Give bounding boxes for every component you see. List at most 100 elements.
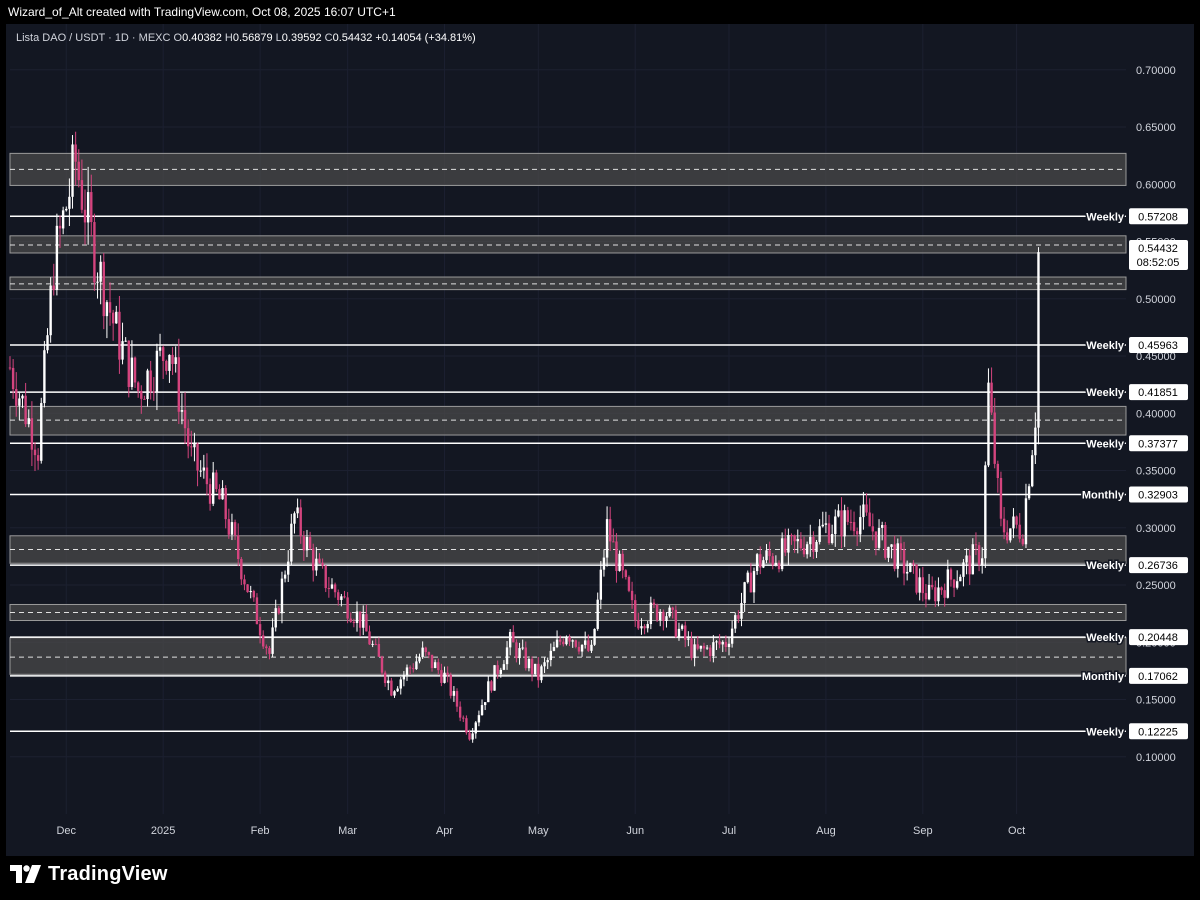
symbol-legend[interactable]: Lista DAO / USDT · 1D · MEXC O0.40382 H0… [16, 32, 476, 44]
candle-body [277, 608, 281, 614]
candle-body [327, 588, 331, 590]
candle-body [955, 581, 959, 588]
candle-body [527, 659, 531, 669]
candle-body [859, 517, 862, 535]
candle-body [755, 554, 759, 572]
candle-body [96, 281, 99, 283]
low-label: L [275, 32, 282, 44]
candle-body [702, 645, 706, 649]
candle-body [555, 639, 559, 648]
candle-body [634, 600, 637, 621]
candle-body [290, 523, 293, 562]
candle-body [668, 607, 671, 617]
close-value: 0.54432 [332, 32, 373, 44]
price-chart[interactable]: 0.700000.650000.600000.550000.500000.450… [6, 24, 1194, 856]
price-axis[interactable]: 0.700000.650000.600000.550000.500000.450… [1136, 65, 1176, 764]
level-name-label: Weekly [1086, 438, 1125, 450]
close-label: C [324, 32, 333, 44]
price-tick-label: 0.40000 [1136, 408, 1176, 420]
candle-body [268, 648, 271, 654]
candle-body [136, 382, 140, 391]
chart-panel[interactable]: 0.700000.650000.600000.550000.500000.450… [6, 24, 1194, 856]
candle-body [143, 398, 146, 400]
time-tick-label: Oct [1008, 825, 1025, 837]
candle-body [283, 574, 287, 579]
candle-body [799, 539, 803, 548]
candle-body [830, 534, 834, 543]
time-tick-label: Sep [913, 825, 933, 837]
level-price-text: 0.17062 [1138, 671, 1178, 683]
candle-body [318, 558, 321, 563]
time-axis[interactable]: Dec 2025 Feb Mar Apr May Jun Jul Aug Sep Oct [56, 825, 1025, 837]
candle-body [346, 597, 349, 619]
candle-body [662, 611, 665, 621]
candle-body [455, 691, 459, 707]
candle-body [605, 519, 609, 558]
candle-body [468, 732, 471, 740]
candle-body [899, 543, 903, 550]
tradingview-logo[interactable]: TradingView [10, 860, 168, 888]
candle-body [1024, 498, 1028, 545]
candle-body [624, 570, 628, 577]
candle-body [390, 680, 393, 696]
level-price-text: 0.37377 [1138, 438, 1178, 450]
candle-body [205, 467, 209, 485]
last-price-text: 0.54432 [1138, 243, 1178, 255]
price-tick-label: 0.10000 [1136, 752, 1176, 764]
candlestick-series [8, 131, 1040, 743]
change-value: +0.14054 (+34.81%) [375, 32, 476, 44]
symbol-name: Lista DAO / USDT · 1D · MEXC [16, 32, 171, 44]
candle-body [727, 643, 731, 648]
candle-body [399, 679, 402, 689]
candle-body [821, 524, 824, 527]
candle-body [530, 659, 534, 675]
candle-body [249, 590, 252, 593]
candle-body [518, 648, 521, 659]
candle-body [371, 643, 374, 645]
candle-body [843, 510, 846, 537]
candle-body [990, 382, 993, 413]
candle-body [24, 395, 27, 425]
candle-body [871, 526, 874, 532]
candle-body [652, 602, 656, 605]
level-name-label: Weekly [1086, 632, 1125, 644]
candle-body [493, 665, 496, 691]
time-tick-label: Jun [626, 825, 644, 837]
candle-body [421, 647, 424, 658]
candle-body [665, 616, 668, 621]
level-price-badge [1129, 208, 1188, 225]
candle-body [74, 144, 77, 162]
candle-body [696, 644, 699, 649]
candle-body [671, 607, 674, 610]
candle-body [52, 285, 55, 290]
candle-body [749, 572, 753, 593]
candle-body [674, 609, 678, 637]
candle-body [352, 621, 356, 623]
support-resistance-zones [9, 152, 1127, 675]
candle-body [215, 472, 218, 490]
time-tick-label: Aug [816, 825, 836, 837]
candle-body [186, 428, 190, 447]
candle-body [462, 717, 465, 719]
candle-body [190, 446, 193, 448]
countdown-text: 08:52:05 [1137, 257, 1180, 269]
candle-body [152, 391, 155, 393]
zone-rect [9, 235, 1127, 254]
candle-body [377, 643, 381, 657]
candle-body [959, 576, 962, 582]
level-price-badge [1129, 337, 1188, 354]
candle-body [737, 615, 740, 619]
level-name-label: Weekly [1086, 211, 1125, 223]
candle-body [771, 556, 774, 565]
candle-body [43, 350, 46, 404]
candle-body [124, 340, 127, 342]
candle-body [977, 545, 981, 565]
candle-body [118, 311, 121, 360]
candle-body [905, 571, 909, 574]
candle-body [962, 562, 965, 577]
candle-body [1015, 516, 1018, 525]
candle-body [809, 536, 812, 545]
candle-body [218, 489, 221, 500]
candle-body [840, 510, 843, 537]
candle-body [308, 537, 312, 549]
